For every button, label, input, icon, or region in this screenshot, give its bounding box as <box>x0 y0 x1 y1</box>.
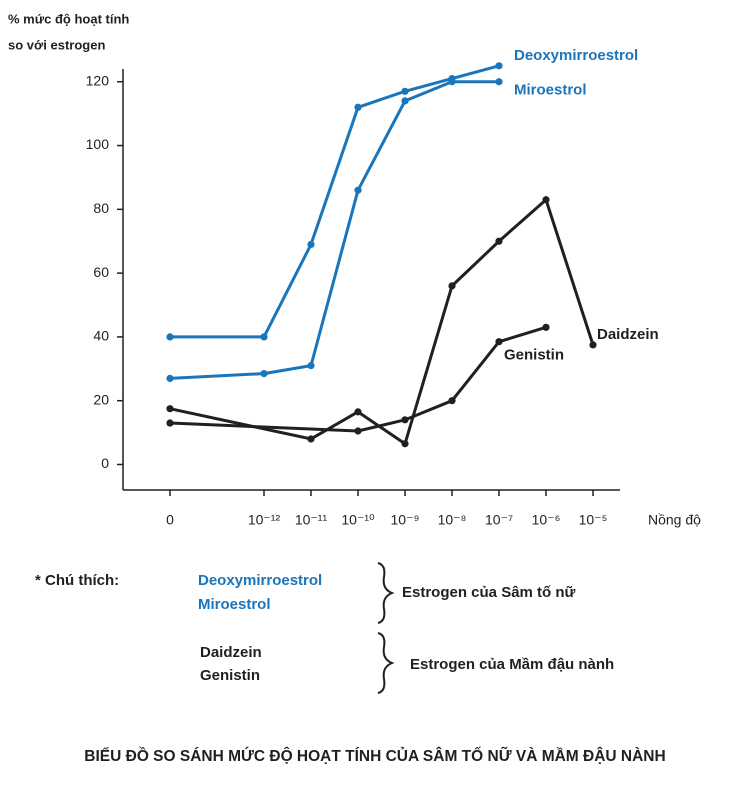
point <box>448 78 456 86</box>
point <box>589 341 597 349</box>
point <box>495 237 503 245</box>
series-label: Deoxymirroestrol <box>514 47 638 64</box>
x-tick-label: 10⁻⁸ <box>438 512 467 528</box>
series-label: Daidzein <box>597 326 659 343</box>
point <box>354 103 362 111</box>
y-tick-label: 20 <box>93 391 109 407</box>
brace <box>377 632 395 694</box>
y-tick-label: 60 <box>93 264 109 280</box>
note-series: Miroestrol <box>198 596 271 613</box>
x-tick-label: 10⁻⁵ <box>579 512 608 528</box>
point <box>448 397 456 405</box>
note-group: Estrogen của Mầm đậu nành <box>410 656 614 673</box>
note-series: Daidzein <box>200 644 262 661</box>
x-tick-label: 10⁻¹⁰ <box>341 512 375 528</box>
brace <box>377 562 395 624</box>
point <box>166 419 174 427</box>
point <box>448 282 456 290</box>
point <box>307 435 315 443</box>
x-tick-label: 10⁻⁶ <box>532 512 561 528</box>
point <box>166 333 174 341</box>
series-line <box>169 325 547 433</box>
y-tick-label: 100 <box>86 136 110 152</box>
point <box>260 369 268 378</box>
note-label: * Chú thích: <box>35 572 119 589</box>
point <box>401 97 409 105</box>
note-series: Genistin <box>200 667 260 684</box>
y-axis-label: so với estrogen <box>8 37 105 52</box>
point <box>401 87 409 95</box>
y-tick-label: 40 <box>93 328 109 344</box>
y-tick-label: 0 <box>101 455 109 471</box>
point <box>542 323 550 331</box>
point <box>307 362 315 370</box>
x-tick-label: 10⁻⁹ <box>391 512 420 528</box>
x-tick-label: 10⁻⁷ <box>485 512 513 528</box>
point <box>166 374 174 382</box>
point <box>354 186 362 194</box>
point <box>495 62 503 70</box>
point <box>495 338 503 346</box>
y-axis-label: % mức độ hoạt tính <box>8 11 129 26</box>
point <box>495 78 503 86</box>
point <box>354 408 362 416</box>
point <box>307 240 315 249</box>
note-series: Deoxymirroestrol <box>198 572 322 589</box>
point <box>401 416 409 424</box>
series-label: Genistin <box>504 346 564 363</box>
note-group: Estrogen của Sâm tố nữ <box>402 584 576 601</box>
point <box>401 440 409 448</box>
x-tick-label: 10⁻¹¹ <box>295 512 328 528</box>
x-tick-label: 0 <box>166 512 174 528</box>
point <box>354 427 362 435</box>
x-axis-label: Nồng độ <box>648 512 701 528</box>
series-line <box>169 80 499 380</box>
chart-title: BIỂU ĐỒ SO SÁNH MỨC ĐỘ HOẠT TÍNH CỦA SÂM… <box>84 747 665 765</box>
point <box>166 405 174 413</box>
y-tick-label: 120 <box>86 72 110 88</box>
point <box>260 333 268 341</box>
x-tick-label: 10⁻¹² <box>248 512 281 528</box>
point <box>542 196 550 204</box>
series-line <box>169 198 595 446</box>
y-tick-label: 80 <box>93 200 109 216</box>
series-label: Miroestrol <box>514 82 587 99</box>
